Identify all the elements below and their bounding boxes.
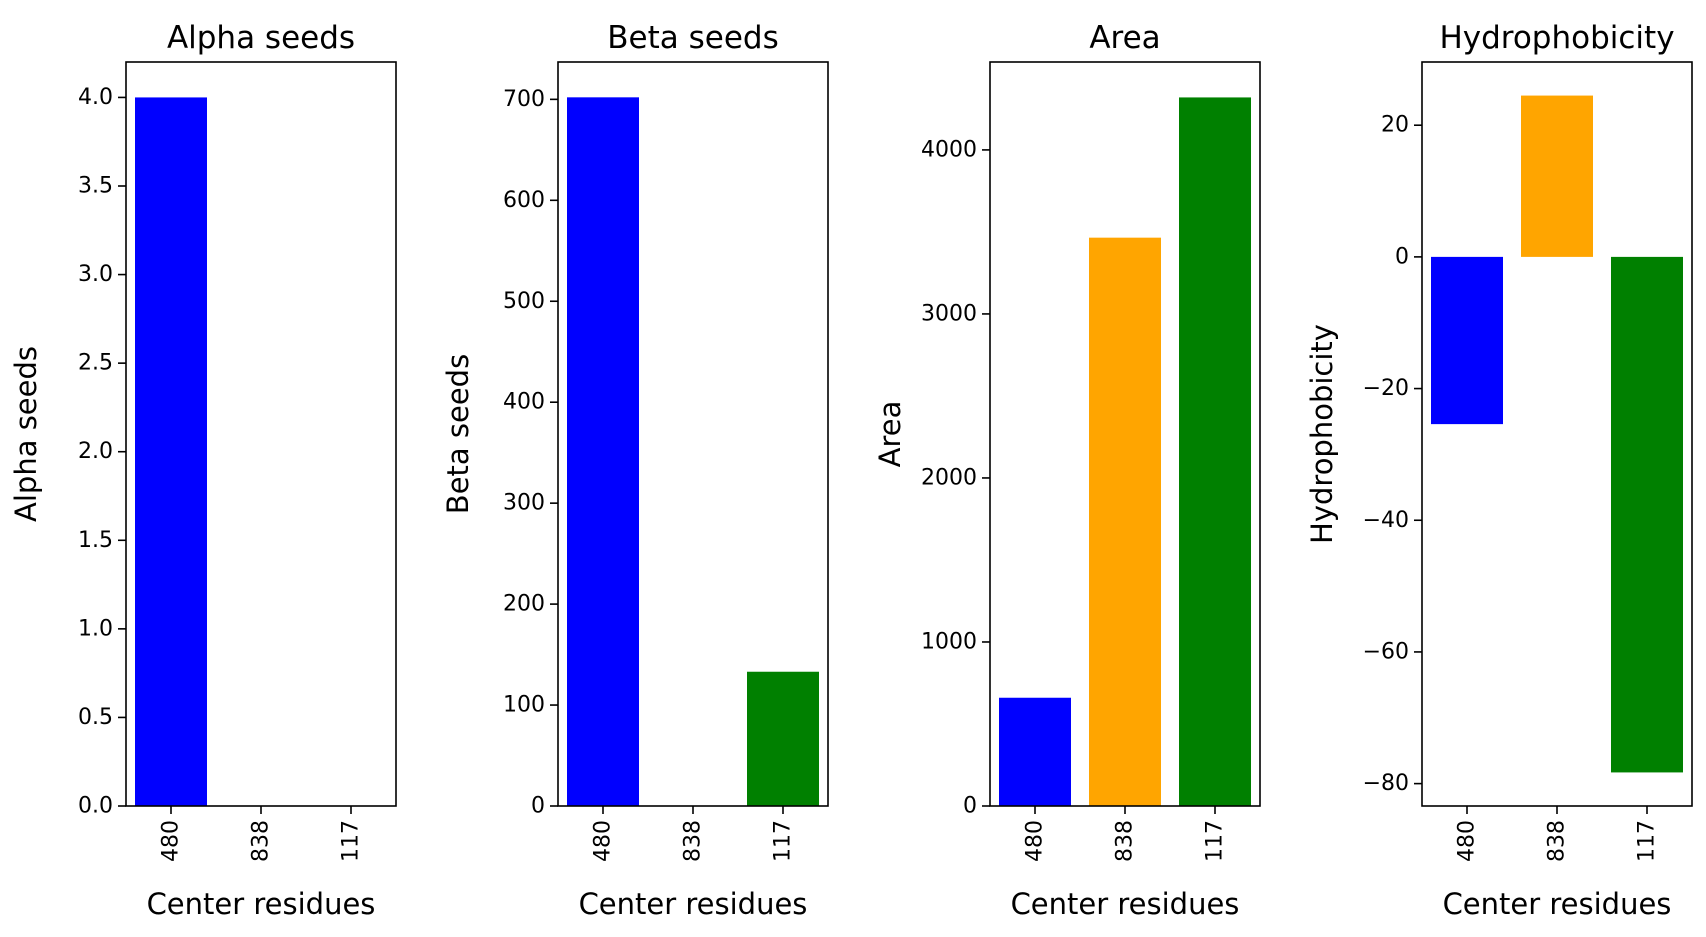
x-axis-label: Center residues (579, 887, 808, 921)
chart-title: Area (1089, 20, 1160, 56)
y-tick-label: 200 (503, 592, 545, 617)
y-tick-label: 1000 (921, 629, 977, 654)
chart-title: Hydrophobicity (1439, 20, 1674, 56)
y-tick-label: −20 (1363, 376, 1409, 401)
x-tick-label: 480 (1455, 820, 1480, 862)
y-axis-label: Beta seeds (441, 354, 475, 514)
chart-panel: 0 100 200 300 400 500 600 700 480 838 117 Beta seed… (441, 20, 829, 921)
y-tick-label: 2.0 (78, 439, 113, 464)
x-tick-label: 838 (1545, 820, 1570, 862)
y-tick-label: 0 (963, 794, 977, 819)
bar (1611, 256, 1683, 773)
bar (999, 697, 1071, 806)
x-tick-label: 117 (1635, 820, 1660, 862)
bar (1521, 95, 1593, 257)
bar (1431, 256, 1503, 425)
chart-panel: 0 1000 2000 3000 4000 480 838 117 Area Center res… (873, 20, 1261, 921)
y-tick-label: 100 (503, 693, 545, 718)
y-tick-label: 0 (531, 794, 545, 819)
x-tick-label: 838 (681, 820, 706, 862)
y-tick-label: 0.5 (78, 705, 113, 730)
y-tick-label: −40 (1363, 508, 1409, 533)
x-axis-label: Center residues (1443, 887, 1672, 921)
chart-title: Beta seeds (607, 20, 778, 56)
y-tick-label: 1.0 (78, 616, 113, 641)
y-tick-label: 4000 (921, 137, 977, 162)
x-axis-label: Center residues (147, 887, 376, 921)
y-tick-label: 3.5 (78, 174, 113, 199)
x-tick-label: 117 (1203, 820, 1228, 862)
y-tick-label: 3000 (921, 301, 977, 326)
y-tick-label: 700 (503, 87, 545, 112)
bar (135, 97, 207, 806)
x-axis-label: Center residues (1011, 887, 1240, 921)
y-axis-label: Area (873, 401, 907, 468)
y-tick-label: 1.5 (78, 528, 113, 553)
x-tick-label: 480 (159, 820, 184, 862)
bar (567, 97, 639, 807)
bar (1089, 237, 1161, 806)
bar (747, 671, 819, 806)
chart-panel: 0.0 0.5 1.0 1.5 2.0 2.5 3.0 3.5 4.0 480 838 117 Alph… (9, 20, 397, 921)
y-tick-label: 600 (503, 188, 545, 213)
y-tick-label: 2.5 (78, 351, 113, 376)
chart-title: Alpha seeds (167, 20, 355, 56)
chart-panel: −80 −60 −40 −20 0 20 480 838 117 Hydrophobicity Ce… (1305, 20, 1693, 921)
x-tick-label: 117 (771, 820, 796, 862)
x-tick-label: 480 (1023, 820, 1048, 862)
y-tick-label: 0.0 (78, 794, 113, 819)
y-tick-label: 2000 (921, 465, 977, 490)
x-tick-label: 838 (249, 820, 274, 862)
x-tick-label: 117 (339, 820, 364, 862)
y-tick-label: 20 (1381, 113, 1409, 138)
y-axis-label: Alpha seeds (9, 346, 43, 522)
y-axis-label: Hydrophobicity (1305, 324, 1339, 544)
x-tick-label: 480 (591, 820, 616, 862)
bar (1179, 97, 1251, 806)
x-tick-label: 838 (1113, 820, 1138, 862)
y-tick-label: 0 (1395, 244, 1409, 269)
y-tick-label: 400 (503, 390, 545, 415)
y-tick-label: −60 (1363, 639, 1409, 664)
y-tick-label: 4.0 (78, 85, 113, 110)
y-tick-label: 300 (503, 491, 545, 516)
y-tick-label: 500 (503, 289, 545, 314)
y-tick-label: −80 (1363, 771, 1409, 796)
y-tick-label: 3.0 (78, 262, 113, 287)
